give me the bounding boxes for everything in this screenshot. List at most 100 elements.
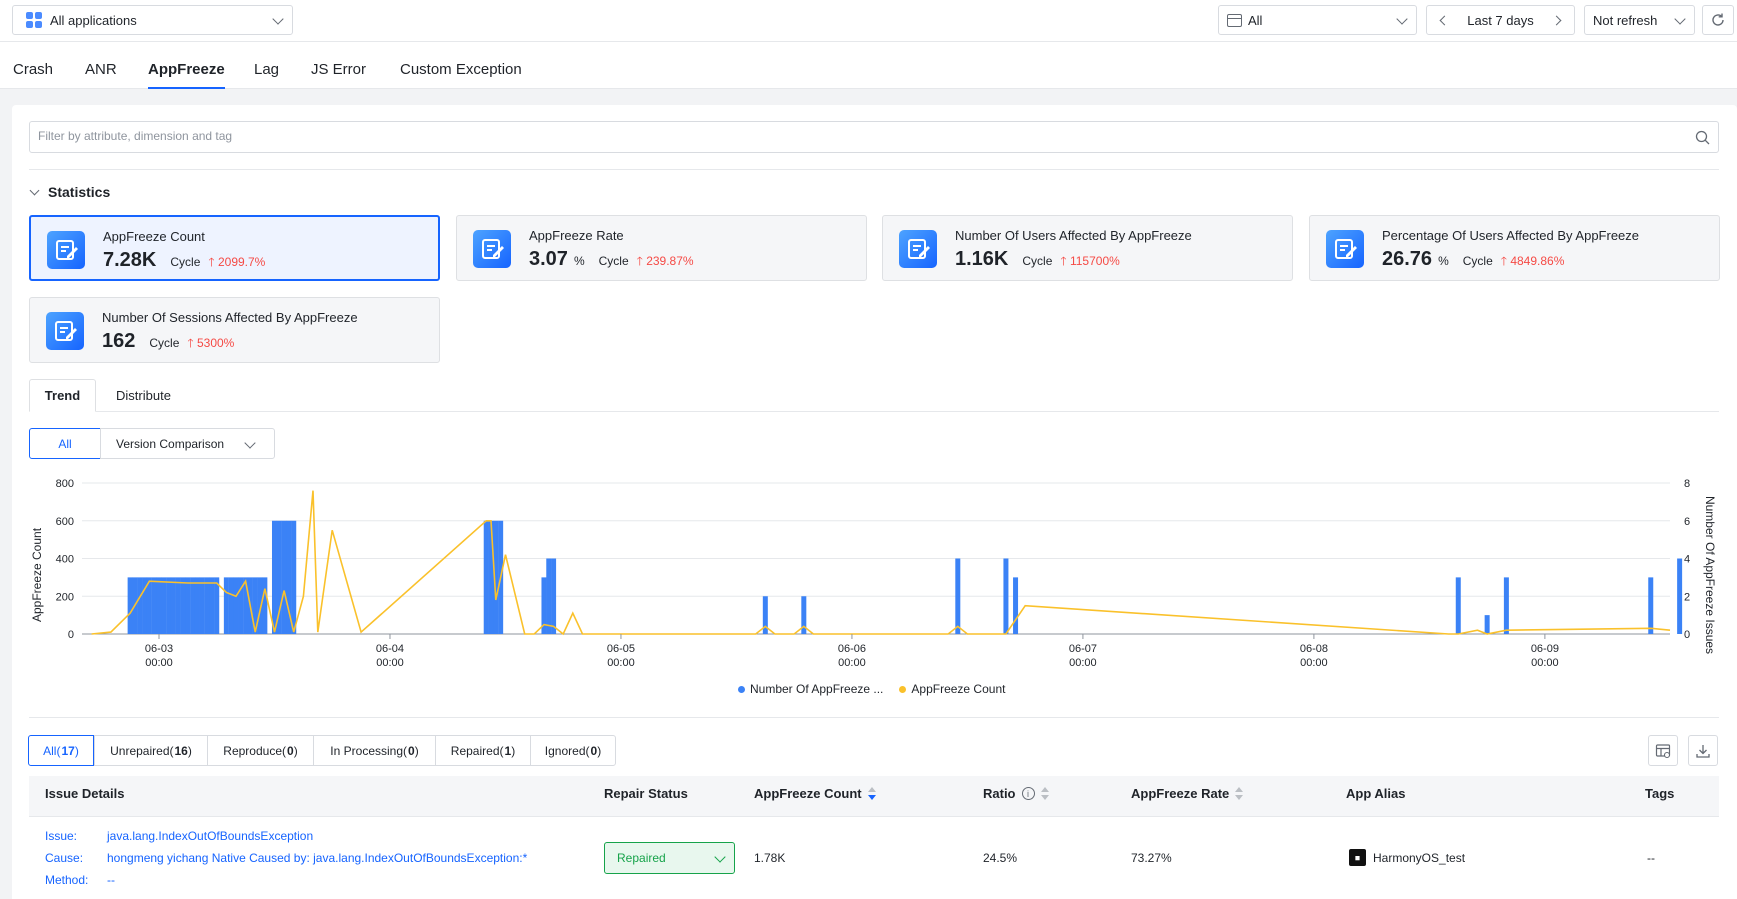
bar <box>199 577 205 634</box>
bar <box>1003 558 1009 634</box>
y2-axis-title: Number Of AppFreeze Issues <box>1703 496 1717 654</box>
x-tick-label: 00:00 <box>145 657 173 669</box>
bar <box>175 577 181 634</box>
chevron-down-icon <box>1674 13 1686 25</box>
increase-badge: 🡑 4849.86% <box>1500 254 1565 268</box>
filter-count: 0 <box>590 743 598 758</box>
statistics-toggle[interactable]: Statistics <box>29 184 110 200</box>
stat-card-appfreeze-count[interactable]: AppFreeze Count 7.28K Cycle 🡑 2099.7% <box>29 215 440 281</box>
filter-select[interactable]: All <box>1218 5 1417 35</box>
chevron-right-icon[interactable] <box>1551 15 1562 26</box>
tab-distribute[interactable]: Distribute <box>116 388 171 403</box>
bar <box>151 577 157 634</box>
stat-label: Number Of Users Affected By AppFreeze <box>955 228 1192 243</box>
ratio-cell: 24.5% <box>983 851 1018 865</box>
filter-label: Repaired <box>450 743 500 758</box>
filter-tab-in-processing[interactable]: In Processing(0) <box>313 735 436 766</box>
legend-item-count[interactable]: AppFreeze Count <box>911 682 1006 696</box>
stat-card-appfreeze-rate[interactable]: AppFreeze Rate 3.07% Cycle 🡑 239.87% <box>456 215 867 281</box>
issue-link[interactable]: java.lang.IndexOutOfBoundsException <box>107 829 314 843</box>
all-button[interactable]: All <box>29 428 101 459</box>
sort-icon[interactable] <box>1040 786 1049 801</box>
filter-tab-all[interactable]: All(17) <box>28 735 94 766</box>
bar <box>243 577 249 634</box>
search-icon[interactable] <box>1695 130 1710 145</box>
bar <box>223 577 229 634</box>
bar <box>238 577 244 634</box>
header-ratio[interactable]: Ratio i <box>983 786 1049 801</box>
stat-card-users-percentage[interactable]: Percentage Of Users Affected By AppFreez… <box>1309 215 1720 281</box>
stat-card-sessions-affected[interactable]: Number Of Sessions Affected By AppFreeze… <box>29 297 440 363</box>
header-appfreeze-count[interactable]: AppFreeze Count <box>754 786 876 801</box>
export-button[interactable] <box>1688 735 1718 766</box>
stat-value: 3.07 <box>529 248 568 270</box>
app-select[interactable]: All applications <box>12 5 293 35</box>
stat-card-users-affected[interactable]: Number Of Users Affected By AppFreeze 1.… <box>882 215 1293 281</box>
cycle-label: Cycle <box>149 336 180 350</box>
chevron-left-icon[interactable] <box>1439 15 1450 26</box>
bar <box>185 577 191 634</box>
filter-tab-unrepaired[interactable]: Unrepaired(16) <box>94 735 208 766</box>
x-tick-label: 06-09 <box>1531 643 1559 655</box>
tab-crash[interactable]: Crash <box>13 61 54 78</box>
column-settings-button[interactable] <box>1648 735 1678 766</box>
stat-value-row: 3.07% Cycle 🡑 239.87% <box>529 248 694 273</box>
table-filter-icon <box>1227 13 1242 27</box>
divider <box>29 169 1719 170</box>
stat-change: 4849.86% <box>1510 254 1565 268</box>
header-appfreeze-rate[interactable]: AppFreeze Rate <box>1131 786 1244 801</box>
filter-tab-repaired[interactable]: Repaired(1) <box>435 735 531 766</box>
bar <box>137 577 143 634</box>
filter-label: Reproduce <box>223 743 283 758</box>
legend-item-issues[interactable]: Number Of AppFreeze ... <box>750 682 884 696</box>
stat-change: 239.87% <box>646 254 694 268</box>
filter-select-value: All <box>1248 12 1263 28</box>
stat-label: AppFreeze Rate <box>529 228 624 243</box>
tab-trend[interactable]: Trend <box>29 379 96 412</box>
bar <box>170 577 176 634</box>
bar <box>551 558 557 634</box>
x-tick-label: 00:00 <box>607 657 635 669</box>
bar <box>1648 577 1654 634</box>
bar <box>1013 577 1019 634</box>
y2-tick-label: 2 <box>1684 591 1690 603</box>
bar <box>546 558 552 634</box>
sort-icon[interactable] <box>867 786 876 801</box>
filter-label: Ignored <box>544 743 586 758</box>
trend-chart: 0 200 400 600 800 0 2 4 6 8 06-03 00:00 06-04 00:00 06… <box>30 478 1717 669</box>
x-tick-label: 00:00 <box>838 657 866 669</box>
repair-status-select[interactable]: Repaired <box>604 842 735 874</box>
header-label: AppFreeze Rate <box>1131 786 1230 801</box>
chevron-down-icon <box>1396 13 1408 25</box>
filter-input[interactable] <box>38 129 1658 143</box>
version-comparison-select[interactable]: Version Comparison <box>100 428 275 459</box>
bar <box>286 520 292 634</box>
tab-custom-exception[interactable]: Custom Exception <box>400 61 522 78</box>
filter-tab-ignored[interactable]: Ignored(0) <box>530 735 616 766</box>
filter-count: 0 <box>408 743 415 758</box>
refresh-button[interactable] <box>1702 5 1734 35</box>
stat-value-row: 7.28K Cycle 🡑 2099.7% <box>103 249 265 274</box>
bar <box>190 577 196 634</box>
filter-tab-reproduce[interactable]: Reproduce(0) <box>207 735 314 766</box>
bar <box>194 577 200 634</box>
cause-link[interactable]: hongmeng yichang Native Caused by: java.… <box>107 851 528 865</box>
header-issue-details: Issue Details <box>45 786 125 801</box>
appfreeze-rate-cell: 73.27% <box>1131 851 1172 865</box>
repair-status-value: Repaired <box>617 851 666 865</box>
bar <box>488 520 494 634</box>
tab-js-error[interactable]: JS Error <box>311 61 367 78</box>
sort-icon[interactable] <box>1235 786 1244 801</box>
tab-appfreeze[interactable]: AppFreeze <box>148 61 225 89</box>
tab-lag[interactable]: Lag <box>254 61 280 78</box>
app-alias-cell: ■ HarmonyOS_test <box>1349 849 1465 866</box>
date-range-select[interactable]: Last 7 days <box>1426 5 1575 35</box>
cycle-label: Cycle <box>1462 254 1493 268</box>
tab-anr[interactable]: ANR <box>85 61 117 78</box>
increase-badge: 🡑 2099.7% <box>208 255 266 269</box>
filter-label: Unrepaired <box>110 743 170 758</box>
info-icon[interactable]: i <box>1021 787 1035 800</box>
refresh-select[interactable]: Not refresh <box>1584 5 1695 35</box>
axis-ticks: 0 200 400 600 800 0 2 4 6 8 06-03 00:00 06-04 00:00 06… <box>56 478 1690 669</box>
y-axis-title: AppFreeze Count <box>30 527 44 622</box>
